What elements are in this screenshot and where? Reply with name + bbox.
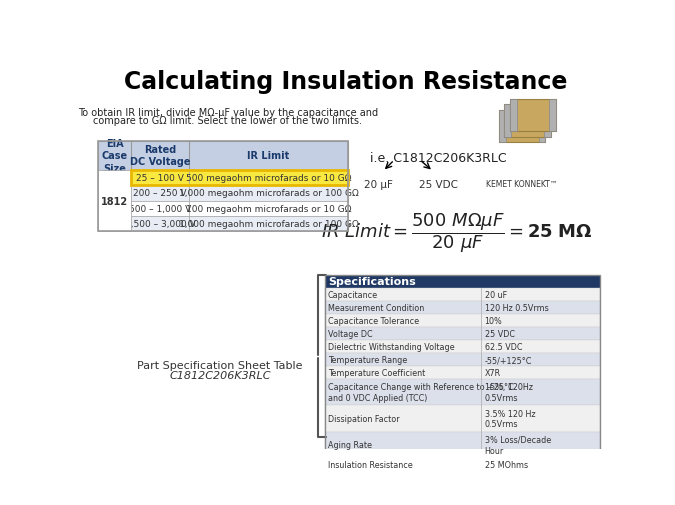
- Text: To obtain IR limit, divide MΩ-μF value by the capacitance and: To obtain IR limit, divide MΩ-μF value b…: [78, 108, 378, 118]
- Bar: [325, 354, 600, 367]
- Bar: [325, 288, 600, 301]
- Bar: [99, 171, 131, 186]
- Text: compare to GΩ limit. Select the lower of the two limits.: compare to GΩ limit. Select the lower of…: [93, 116, 362, 126]
- Text: str: str: [329, 281, 330, 282]
- Text: 25 VDC: 25 VDC: [419, 180, 458, 190]
- Bar: [325, 340, 600, 353]
- Bar: [189, 171, 348, 186]
- Bar: [325, 301, 600, 314]
- Text: C1812C206K3RLC: C1812C206K3RLC: [169, 370, 271, 380]
- Text: 1,000 megaohm microfarads or 100 GΩ: 1,000 megaohm microfarads or 100 GΩ: [179, 189, 358, 198]
- Text: 1,500 – 3,000 V: 1,500 – 3,000 V: [125, 220, 195, 229]
- Text: 3.5% 120 Hz
0.5Vrms: 3.5% 120 Hz 0.5Vrms: [485, 409, 535, 429]
- Bar: [325, 276, 600, 288]
- Text: KEMET KONNEKT™: KEMET KONNEKT™: [487, 180, 558, 189]
- Bar: [99, 141, 348, 171]
- Text: 25 MOhms: 25 MOhms: [485, 460, 528, 469]
- Bar: [131, 201, 189, 217]
- Text: i.e. C1812C206K3RLC: i.e. C1812C206K3RLC: [370, 152, 506, 164]
- Bar: [325, 314, 600, 327]
- Bar: [99, 186, 131, 201]
- Bar: [325, 458, 600, 471]
- Bar: [325, 432, 600, 458]
- Bar: [325, 327, 600, 340]
- Text: 25 – 100 V: 25 – 100 V: [136, 174, 184, 183]
- Text: Capacitance: Capacitance: [328, 290, 378, 299]
- Bar: [99, 217, 131, 232]
- Text: 15%, 120Hz
0.5Vrms: 15%, 120Hz 0.5Vrms: [485, 383, 533, 402]
- Text: 120 Hz 0.5Vrms: 120 Hz 0.5Vrms: [485, 303, 548, 312]
- Bar: [189, 217, 348, 232]
- Bar: [504, 105, 551, 137]
- Bar: [325, 276, 600, 471]
- Bar: [325, 406, 600, 432]
- Text: $\mathit{IR\ Limit} = \dfrac{500\ M\Omega\mu F}{20\ \mu F} = \mathbf{25\ M\Omega: $\mathit{IR\ Limit} = \dfrac{500\ M\Omeg…: [321, 211, 592, 254]
- Bar: [131, 171, 189, 186]
- Text: 1812: 1812: [101, 196, 128, 206]
- Text: 10%: 10%: [485, 316, 502, 325]
- Text: Specifications: Specifications: [329, 277, 416, 287]
- Bar: [325, 458, 600, 471]
- Text: Dielectric Withstanding Voltage: Dielectric Withstanding Voltage: [328, 342, 454, 351]
- Text: Aging Rate: Aging Rate: [328, 440, 372, 449]
- Text: 500 – 1,000 V: 500 – 1,000 V: [129, 205, 191, 214]
- Text: 500 megaohm microfarads or 10 GΩ: 500 megaohm microfarads or 10 GΩ: [186, 174, 351, 183]
- Text: Calculating Insulation Resistance: Calculating Insulation Resistance: [124, 70, 567, 94]
- Text: Insulation Resistance: Insulation Resistance: [328, 460, 412, 469]
- Bar: [99, 141, 348, 232]
- Text: X7R: X7R: [485, 369, 501, 377]
- Bar: [325, 367, 600, 380]
- Bar: [131, 186, 189, 201]
- Text: Voltage DC: Voltage DC: [328, 329, 373, 338]
- Bar: [131, 217, 189, 232]
- Bar: [539, 111, 545, 143]
- Text: Capacitance Tolerance: Capacitance Tolerance: [328, 316, 419, 325]
- Bar: [99, 201, 131, 217]
- Bar: [549, 100, 556, 132]
- Text: Part Specification Sheet Table: Part Specification Sheet Table: [137, 360, 303, 370]
- Bar: [189, 186, 348, 201]
- Bar: [99, 171, 131, 232]
- Text: 20 uF: 20 uF: [485, 290, 507, 299]
- Text: Capacitance Change with Reference to +25°C
and 0 VDC Applied (TCC): Capacitance Change with Reference to +25…: [328, 383, 514, 402]
- Bar: [510, 100, 556, 132]
- Bar: [544, 105, 551, 137]
- Bar: [325, 380, 600, 406]
- Bar: [504, 105, 512, 137]
- Text: IR Limit: IR Limit: [247, 151, 290, 161]
- Bar: [499, 111, 506, 143]
- Text: 3% Loss/Decade
Hour: 3% Loss/Decade Hour: [485, 435, 551, 454]
- Bar: [510, 100, 517, 132]
- Bar: [189, 201, 348, 217]
- Text: -55/+125°C: -55/+125°C: [485, 356, 532, 365]
- Text: Temperature Range: Temperature Range: [328, 356, 407, 365]
- Bar: [131, 171, 348, 186]
- Text: EIA
Case
Size: EIA Case Size: [101, 138, 128, 173]
- Text: 200 – 250 V: 200 – 250 V: [133, 189, 187, 198]
- Text: 62.5 VDC: 62.5 VDC: [485, 342, 522, 351]
- Text: Temperature Coefficient: Temperature Coefficient: [328, 369, 425, 377]
- Bar: [499, 111, 545, 143]
- Text: Measurement Condition: Measurement Condition: [328, 303, 424, 312]
- Text: Dissipation Factor: Dissipation Factor: [328, 414, 400, 423]
- Text: 100 megaohm microfarads or 10 GΩ: 100 megaohm microfarads or 10 GΩ: [186, 205, 351, 214]
- Text: Rated
DC Voltage: Rated DC Voltage: [130, 145, 190, 167]
- Text: 20 μF: 20 μF: [364, 180, 394, 190]
- Text: 25 VDC: 25 VDC: [485, 329, 514, 338]
- Text: 1,000 megaohm microfarads or 100 GΩ: 1,000 megaohm microfarads or 100 GΩ: [179, 220, 358, 229]
